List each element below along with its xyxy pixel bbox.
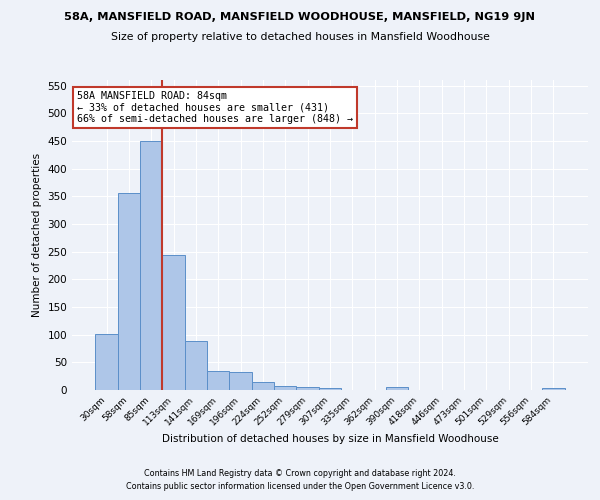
Bar [163, 256, 185, 390]
Bar [95, 334, 118, 390]
Bar [118, 193, 140, 390]
Bar [185, 342, 207, 390]
Y-axis label: Number of detached properties: Number of detached properties [32, 153, 42, 317]
Bar [229, 372, 252, 390]
Bar [207, 371, 229, 390]
Bar [140, 141, 163, 390]
Text: Size of property relative to detached houses in Mansfield Woodhouse: Size of property relative to detached ho… [110, 32, 490, 42]
Text: Contains HM Land Registry data © Crown copyright and database right 2024.: Contains HM Land Registry data © Crown c… [144, 468, 456, 477]
Bar [252, 382, 274, 390]
Text: 58A, MANSFIELD ROAD, MANSFIELD WOODHOUSE, MANSFIELD, NG19 9JN: 58A, MANSFIELD ROAD, MANSFIELD WOODHOUSE… [65, 12, 536, 22]
Text: Contains public sector information licensed under the Open Government Licence v3: Contains public sector information licen… [126, 482, 474, 491]
Bar [274, 386, 296, 390]
Bar [542, 388, 565, 390]
Bar [386, 387, 408, 390]
Text: 58A MANSFIELD ROAD: 84sqm
← 33% of detached houses are smaller (431)
66% of semi: 58A MANSFIELD ROAD: 84sqm ← 33% of detac… [77, 91, 353, 124]
Bar [319, 388, 341, 390]
Bar [296, 387, 319, 390]
X-axis label: Distribution of detached houses by size in Mansfield Woodhouse: Distribution of detached houses by size … [161, 434, 499, 444]
